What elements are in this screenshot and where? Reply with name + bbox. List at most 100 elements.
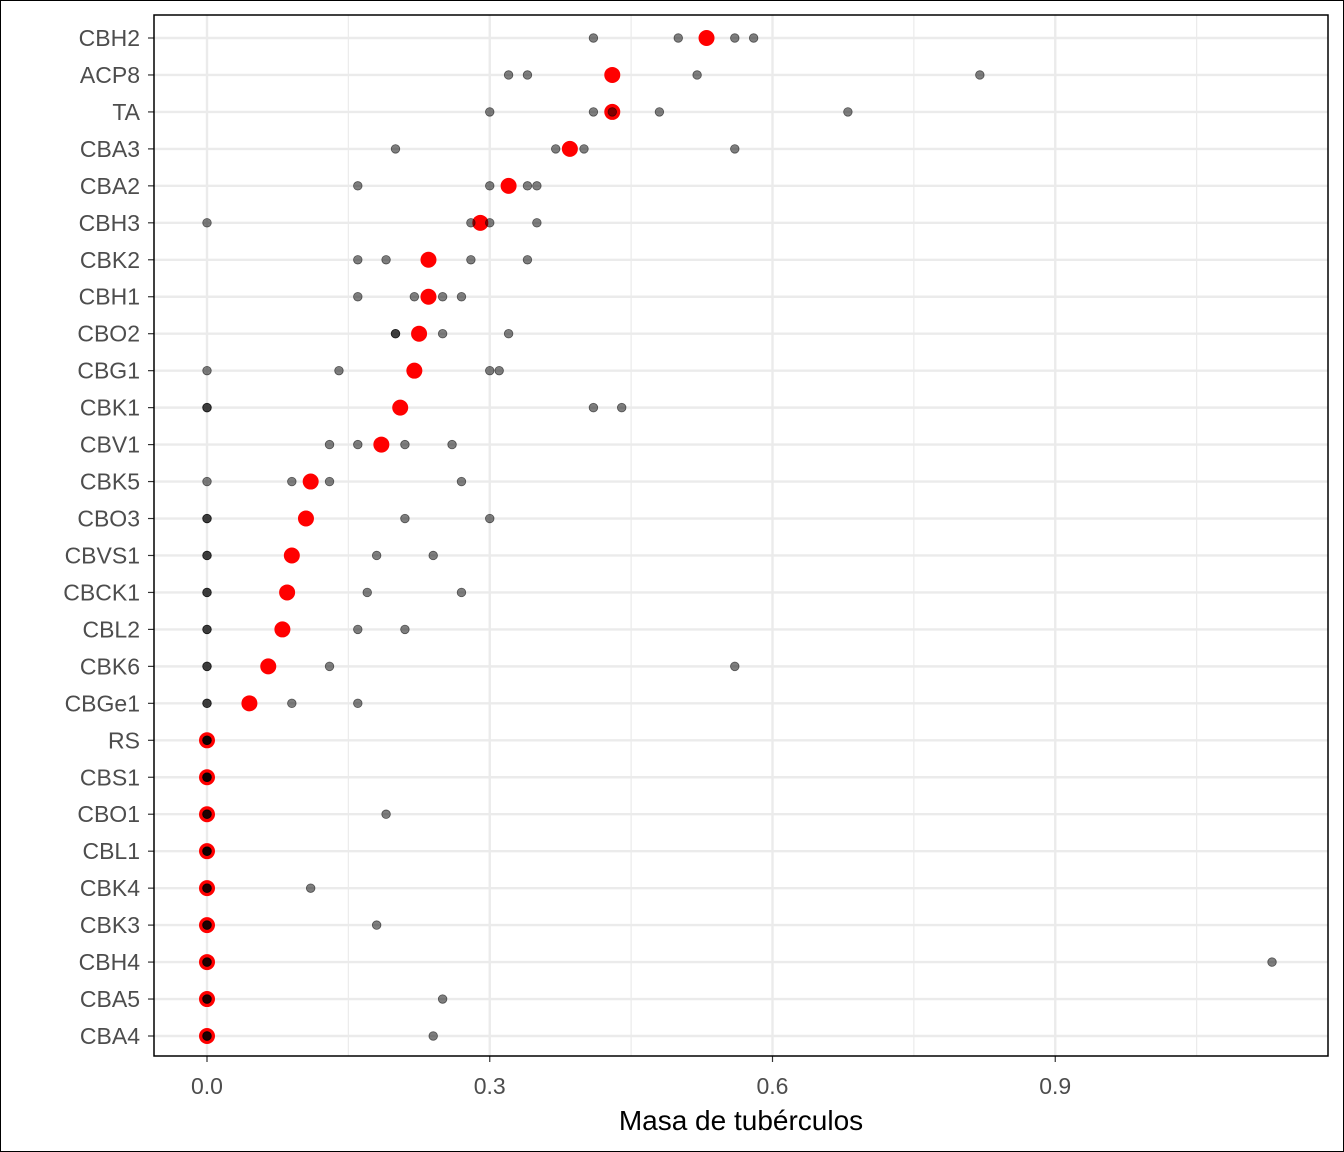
y-tick-label: CBL1 <box>82 838 140 864</box>
replicate-point <box>353 292 363 302</box>
replicate-point <box>202 476 212 487</box>
replicate-point <box>324 476 335 487</box>
y-tick-label: CBCK1 <box>63 579 140 605</box>
replicate-point <box>654 107 665 117</box>
replicate-point <box>362 587 372 598</box>
replicate-point <box>588 402 599 413</box>
replicate-point <box>579 144 589 154</box>
replicate-point <box>466 255 476 265</box>
x-axis-title: Masa de tubérculos <box>619 1105 863 1136</box>
replicate-point <box>371 550 382 561</box>
replicate-point <box>466 218 476 228</box>
y-tick-label: CBH2 <box>79 25 140 51</box>
mean-point <box>283 547 300 564</box>
replicate-point <box>503 329 514 339</box>
replicate-point <box>437 329 448 339</box>
replicate-point <box>437 994 448 1004</box>
replicate-point <box>730 144 740 154</box>
replicate-point <box>494 365 504 376</box>
replicate-point <box>485 107 495 117</box>
y-tick-label: CBA5 <box>80 986 140 1012</box>
y-tick-label: CBVS1 <box>65 542 140 568</box>
replicate-point <box>353 698 363 709</box>
replicate-point <box>202 365 212 376</box>
replicate-point <box>551 144 561 154</box>
replicate-point <box>522 70 533 80</box>
replicate-point <box>202 772 212 782</box>
replicate-point <box>381 255 391 265</box>
y-tick-label: CBH1 <box>79 284 140 310</box>
replicate-point <box>485 365 495 376</box>
grid-layer <box>148 15 1328 1062</box>
y-tick-label: CBK4 <box>80 875 140 901</box>
replicate-point <box>730 33 740 43</box>
replicate-point <box>202 698 212 709</box>
mean-point <box>472 214 489 231</box>
replicate-point <box>334 365 344 376</box>
point-layer <box>199 30 1277 1044</box>
mean-point <box>260 658 277 675</box>
replicate-point <box>617 402 627 413</box>
mean-point <box>406 362 423 379</box>
replicate-point <box>381 809 391 819</box>
replicate-point <box>390 144 401 154</box>
replicate-point <box>522 181 533 191</box>
replicate-point <box>485 513 495 524</box>
replicate-point <box>202 846 212 856</box>
y-tick-label: CBK6 <box>80 653 140 679</box>
y-tick-label: RS <box>108 727 140 753</box>
replicate-point <box>202 550 212 561</box>
replicate-point <box>202 809 212 819</box>
y-tick-label: CBH4 <box>79 949 141 975</box>
mean-point <box>420 251 437 268</box>
replicate-point <box>353 181 363 191</box>
replicate-point <box>503 70 514 80</box>
x-tick-label: 0.6 <box>757 1073 789 1099</box>
y-tick-label: CBG1 <box>77 358 140 384</box>
replicate-point <box>305 883 316 893</box>
y-tick-label: CBK1 <box>80 395 140 421</box>
replicate-point <box>456 587 467 598</box>
replicate-point <box>730 661 740 672</box>
replicate-point <box>324 439 335 450</box>
y-tick-label: CBO3 <box>77 506 140 532</box>
replicate-point <box>456 476 467 487</box>
mean-point <box>411 325 428 342</box>
replicate-point <box>428 1031 438 1041</box>
y-tick-label: CBS1 <box>80 764 140 790</box>
replicate-point <box>287 476 297 487</box>
mean-point <box>241 695 258 712</box>
replicate-point <box>202 883 212 893</box>
replicate-point <box>428 550 438 561</box>
replicate-point <box>692 70 702 80</box>
y-tick-label: CBO1 <box>77 801 140 827</box>
replicate-point <box>447 439 457 450</box>
replicate-point <box>202 513 212 524</box>
y-tick-label: CBO2 <box>77 321 140 347</box>
mean-point <box>420 288 437 305</box>
replicate-point <box>532 181 542 191</box>
y-tick-label: CBA4 <box>80 1023 140 1049</box>
mean-point <box>604 66 621 83</box>
replicate-point <box>400 513 410 524</box>
replicate-point <box>485 181 495 191</box>
y-tick-label: TA <box>112 99 140 125</box>
replicate-point <box>588 33 599 43</box>
replicate-point <box>975 70 985 80</box>
replicate-point <box>748 33 759 43</box>
replicate-point <box>202 624 212 635</box>
replicate-point <box>353 255 363 265</box>
replicate-point <box>371 920 382 930</box>
y-tick-label: CBA2 <box>80 173 140 199</box>
replicate-point <box>324 661 335 672</box>
replicate-point <box>202 920 212 930</box>
replicate-point <box>202 587 212 598</box>
replicate-point <box>202 735 212 745</box>
y-tick-label: CBGe1 <box>65 690 140 716</box>
mean-point <box>274 621 291 638</box>
replicate-point <box>202 661 212 672</box>
replicate-point <box>353 624 363 635</box>
replicate-point <box>588 107 599 117</box>
